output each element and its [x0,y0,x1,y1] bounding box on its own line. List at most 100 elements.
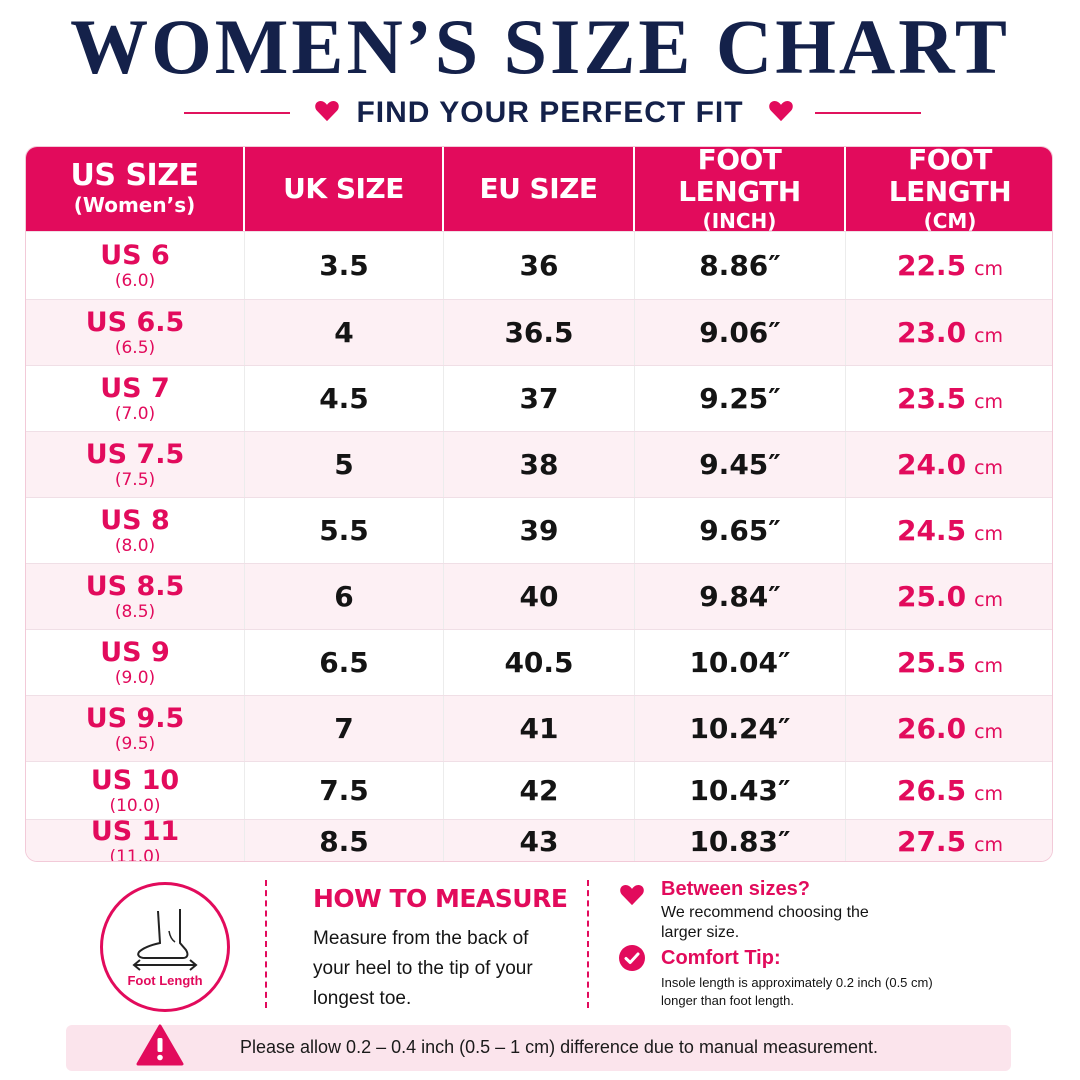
cell-us-size: US 7 (7.0) [26,366,245,431]
table-row: US 8 (8.0) 5.5 39 9.65″ 24.5 cm [26,497,1052,563]
cm-unit: cm [974,457,1004,479]
cell-foot-inch: 10.04″ [635,630,846,695]
tip-comfort-text: Insole length is approximately 0.2 inch … [661,975,933,1008]
uk-size-value: 3.5 [319,249,369,282]
foot-length-cm-value: 26.5 [896,774,967,807]
foot-length-inch-value: 10.04″ [689,646,791,679]
cm-unit: cm [974,589,1004,611]
us-size-number: (6.0) [114,270,156,291]
cell-us-size: US 6.5 (6.5) [26,300,245,365]
uk-size-value: 4 [334,316,354,349]
uk-size-value: 8.5 [319,825,369,858]
uk-size-value: 5.5 [319,514,369,547]
cell-foot-cm: 25.0 cm [846,564,1052,629]
checkmark-icon [619,945,645,971]
cell-eu-size: 43 [444,820,635,861]
header-uk-size: UK SIZE [245,147,444,231]
us-size-label: US 6.5 [85,306,185,338]
header-foot-length-inch: FOOT LENGTH (INCH) [635,147,846,233]
cell-foot-cm: 27.5 cm [846,820,1052,861]
us-size-label: US 9.5 [85,702,185,734]
size-table: US SIZE (Women’s) UK SIZE EU SIZE FOOT L… [25,146,1053,862]
eu-size-value: 39 [519,514,559,547]
cell-us-size: US 6 (6.0) [26,232,245,299]
us-size-label: US 8 [100,504,170,536]
cell-us-size: US 8 (8.0) [26,498,245,563]
how-to-measure-text: Measure from the back of your heel to th… [313,928,533,1009]
decorative-line-left [184,112,290,114]
foot-length-cm-value: 26.0 [896,712,967,745]
cm-unit: cm [974,325,1004,347]
heart-icon [620,885,644,906]
cell-foot-cm: 24.5 cm [846,498,1052,563]
table-row: US 11 (11.0) 8.5 43 10.83″ 27.5 cm [26,816,1052,862]
cell-foot-cm: 26.0 cm [846,696,1052,761]
us-size-number: (8.5) [114,601,156,622]
table-row: US 9 (9.0) 6.5 40.5 10.04″ 25.5 cm [26,629,1052,695]
warning-icon [136,1024,184,1066]
eu-size-value: 37 [519,382,559,415]
us-size-label: US 7.5 [85,438,185,470]
table-row: US 6 (6.0) 3.5 36 8.86″ 22.5 cm [26,231,1052,299]
uk-size-value: 6 [334,580,354,613]
foot-length-cm-value: 22.5 [896,249,967,282]
cell-uk-size: 5.5 [245,498,444,563]
us-size-number: (11.0) [109,846,161,862]
cell-uk-size: 6 [245,564,444,629]
divider [587,880,589,1008]
measurement-notice: Please allow 0.2 – 0.4 inch (0.5 – 1 cm)… [66,1024,1011,1071]
foot-icon [132,909,198,971]
cell-foot-inch: 9.06″ [635,300,846,365]
cell-eu-size: 41 [444,696,635,761]
tip-comfort-title: Comfort Tip: [661,947,781,969]
eu-size-value: 40.5 [504,646,574,679]
us-size-number: (8.0) [114,535,156,556]
cell-uk-size: 7 [245,696,444,761]
cell-foot-cm: 26.5 cm [846,762,1052,819]
cell-eu-size: 38 [444,432,635,497]
cell-us-size: US 11 (11.0) [26,816,245,862]
table-row: US 9.5 (9.5) 7 41 10.24″ 26.0 cm [26,695,1052,761]
cell-us-size: US 7.5 (7.5) [26,432,245,497]
cell-uk-size: 6.5 [245,630,444,695]
us-size-label: US 10 [90,764,180,796]
uk-size-value: 5 [334,448,354,481]
us-size-label: US 7 [100,372,170,404]
tip-between-sizes-title: Between sizes? [661,878,810,900]
table-row: US 10 (10.0) 7.5 42 10.43″ 26.5 cm [26,761,1052,819]
cell-foot-inch: 10.43″ [635,762,846,819]
cell-eu-size: 40.5 [444,630,635,695]
cell-eu-size: 40 [444,564,635,629]
cell-uk-size: 5 [245,432,444,497]
foot-length-inch-value: 9.25″ [699,382,781,415]
tip-between-sizes-text: We recommend choosing the larger size. [661,904,869,941]
foot-length-inch-value: 9.65″ [699,514,781,547]
foot-length-inch-value: 8.86″ [699,249,781,282]
table-row: US 7 (7.0) 4.5 37 9.25″ 23.5 cm [26,365,1052,431]
header-us-size: US SIZE (Women’s) [26,147,245,231]
page-subtitle: FIND YOUR PERFECT FIT [356,96,744,129]
us-size-number: (9.0) [114,667,156,688]
cm-unit: cm [974,655,1004,677]
cell-us-size: US 9 (9.0) [26,630,245,695]
uk-size-value: 7.5 [319,774,369,807]
page-title: WOMEN’S SIZE CHART [70,3,1010,90]
table-row: US 8.5 (8.5) 6 40 9.84″ 25.0 cm [26,563,1052,629]
cell-foot-inch: 9.45″ [635,432,846,497]
cell-foot-cm: 22.5 cm [846,232,1052,299]
eu-size-value: 38 [519,448,559,481]
us-size-label: US 6 [100,239,170,271]
how-to-measure-title: HOW TO MEASURE [313,884,568,913]
cell-uk-size: 4.5 [245,366,444,431]
cell-eu-size: 39 [444,498,635,563]
eu-size-value: 36.5 [504,316,574,349]
cell-foot-cm: 23.5 cm [846,366,1052,431]
cm-unit: cm [974,721,1004,743]
cell-uk-size: 8.5 [245,820,444,861]
cell-uk-size: 3.5 [245,232,444,299]
foot-length-cm-value: 23.5 [896,382,967,415]
us-size-number: (10.0) [109,795,161,816]
cell-foot-inch: 9.25″ [635,366,846,431]
table-row: US 6.5 (6.5) 4 36.5 9.06″ 23.0 cm [26,299,1052,365]
cell-foot-cm: 23.0 cm [846,300,1052,365]
